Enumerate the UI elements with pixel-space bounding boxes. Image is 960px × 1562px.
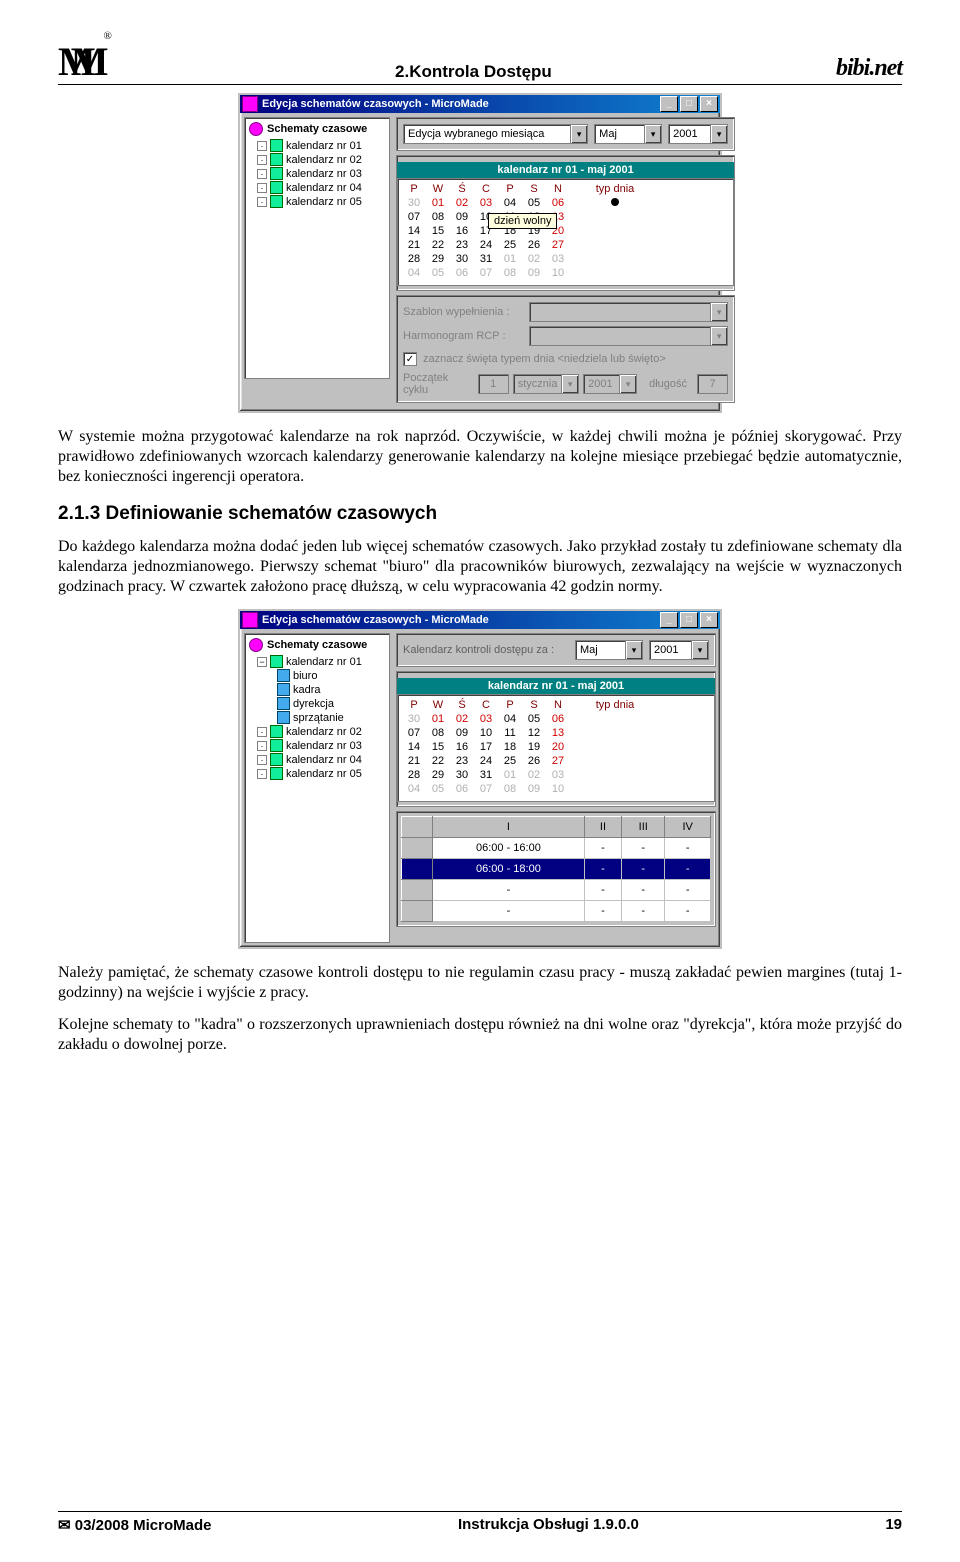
time-row[interactable]: ---- (402, 901, 711, 922)
maximize-button[interactable]: □ (680, 96, 698, 112)
tree-item[interactable]: ·kalendarz nr 02 (257, 725, 385, 738)
year-dropdown[interactable]: 2001 (668, 124, 728, 144)
calendar-title: kalendarz nr 01 - maj 2001 (397, 162, 734, 178)
mode-label: Kalendarz kontroli dostępu za : (403, 644, 569, 656)
calendar-icon (270, 753, 283, 766)
paragraph-3: Należy pamiętać, że schematy czasowe kon… (58, 963, 902, 1003)
calendar-icon (270, 167, 283, 180)
harmono-dropdown (529, 326, 728, 346)
tree-subitem[interactable]: dyrekcja (277, 697, 385, 710)
calendar-icon (270, 767, 283, 780)
holidays-checkbox[interactable]: ✓ (403, 352, 417, 366)
tree-item[interactable]: ·kalendarz nr 03 (257, 739, 385, 752)
calendar-icon (270, 153, 283, 166)
page-footer: ✉ 03/2008 MicroMade Instrukcja Obsługi 1… (58, 1511, 902, 1534)
holidays-label: zaznacz święta typem dnia <niedziela lub… (423, 353, 666, 365)
calendar-icon (270, 195, 283, 208)
tree-item[interactable]: ·kalendarz nr 03 (257, 167, 385, 180)
close-button[interactable]: × (700, 96, 718, 112)
window-edit-schemas-2: Edycja schematów czasowych - MicroMade _… (238, 609, 722, 949)
titlebar[interactable]: Edycja schematów czasowych - MicroMade _… (240, 611, 720, 629)
page-header: MM® 2.Kontrola Dostępu bibi.net (58, 30, 902, 85)
maximize-button[interactable]: □ (680, 612, 698, 628)
len-label: długość (649, 378, 687, 390)
month-dropdown[interactable]: Maj (594, 124, 662, 144)
tree-item[interactable]: ·kalendarz nr 04 (257, 181, 385, 194)
schema-icon (277, 669, 290, 682)
tree-item[interactable]: ·kalendarz nr 05 (257, 195, 385, 208)
paragraph-4: Kolejne schematy to "kadra" o rozszerzon… (58, 1015, 902, 1055)
schema-tree[interactable]: Schematy czasowe ·kalendarz nr 01·kalend… (244, 117, 390, 379)
day-tooltip: dzień wolny (488, 213, 557, 229)
calendar-grid[interactable]: PWŚCPSNtyp dnia 300102030405060708091011… (397, 694, 715, 802)
harmono-label: Harmonogram RCP : (403, 330, 523, 342)
calendar-icon (270, 655, 283, 668)
footer-left: ✉ 03/2008 MicroMade (58, 1516, 212, 1534)
logo: MM® (58, 42, 111, 82)
year-dropdown[interactable]: 2001 (649, 640, 709, 660)
chapter-title: 2.Kontrola Dostępu (111, 62, 836, 82)
minimize-button[interactable]: _ (660, 612, 678, 628)
time-row[interactable]: ---- (402, 880, 711, 901)
start-label: Początek cyklu (403, 372, 468, 396)
paragraph-1: W systemie można przygotować kalendarze … (58, 427, 902, 487)
month-dropdown[interactable]: Maj (575, 640, 643, 660)
globe-icon (249, 638, 263, 652)
mode-dropdown[interactable]: Edycja wybranego miesiąca (403, 124, 588, 144)
tree-subitem[interactable]: biuro (277, 669, 385, 682)
tree-item[interactable]: ·kalendarz nr 02 (257, 153, 385, 166)
app-icon (242, 96, 258, 112)
calendar-icon (270, 139, 283, 152)
szablon-label: Szablon wypełnienia : (403, 306, 523, 318)
window-edit-schemas-1: Edycja schematów czasowych - MicroMade _… (238, 93, 722, 413)
calendar-grid[interactable]: PWŚCPSNtyp dnia 300102030405060708091011… (397, 178, 734, 286)
schema-icon (277, 683, 290, 696)
heading-213: 2.1.3 Definiowanie schematów czasowych (58, 503, 902, 525)
tree-item[interactable]: ·kalendarz nr 05 (257, 767, 385, 780)
brand-name: bibi.net (836, 55, 902, 82)
globe-icon (249, 122, 263, 136)
paragraph-2: Do każdego kalendarza można dodać jeden … (58, 537, 902, 597)
start-month: stycznia (513, 374, 579, 394)
start-year: 2001 (583, 374, 637, 394)
calendar-title: kalendarz nr 01 - maj 2001 (397, 678, 715, 694)
minimize-button[interactable]: _ (660, 96, 678, 112)
tree-header: Schematy czasowe (267, 639, 367, 651)
time-row[interactable]: 06:00 - 16:00--- (402, 838, 711, 859)
schema-icon (277, 711, 290, 724)
footer-center: Instrukcja Obsługi 1.9.0.0 (458, 1516, 639, 1534)
tree-subitem[interactable]: sprzątanie (277, 711, 385, 724)
titlebar[interactable]: Edycja schematów czasowych - MicroMade _… (240, 95, 720, 113)
calendar-icon (270, 739, 283, 752)
len-value: 7 (697, 374, 728, 394)
start-day: 1 (478, 374, 509, 394)
app-icon (242, 612, 258, 628)
szablon-dropdown (529, 302, 728, 322)
close-button[interactable]: × (700, 612, 718, 628)
calendar-icon (270, 181, 283, 194)
schema-tree[interactable]: Schematy czasowe −kalendarz nr 01biuroka… (244, 633, 390, 943)
tree-item[interactable]: ·kalendarz nr 01 (257, 139, 385, 152)
tree-header: Schematy czasowe (267, 123, 367, 135)
window-title: Edycja schematów czasowych - MicroMade (262, 614, 489, 626)
schema-icon (277, 697, 290, 710)
window-title: Edycja schematów czasowych - MicroMade (262, 98, 489, 110)
footer-page: 19 (885, 1516, 902, 1534)
tree-item[interactable]: ·kalendarz nr 04 (257, 753, 385, 766)
tree-item[interactable]: −kalendarz nr 01 (257, 655, 385, 668)
time-table[interactable]: IIIIIIIV 06:00 - 16:00---06:00 - 18:00--… (401, 816, 711, 922)
calendar-icon (270, 725, 283, 738)
time-row[interactable]: 06:00 - 18:00--- (402, 859, 711, 880)
tree-subitem[interactable]: kadra (277, 683, 385, 696)
